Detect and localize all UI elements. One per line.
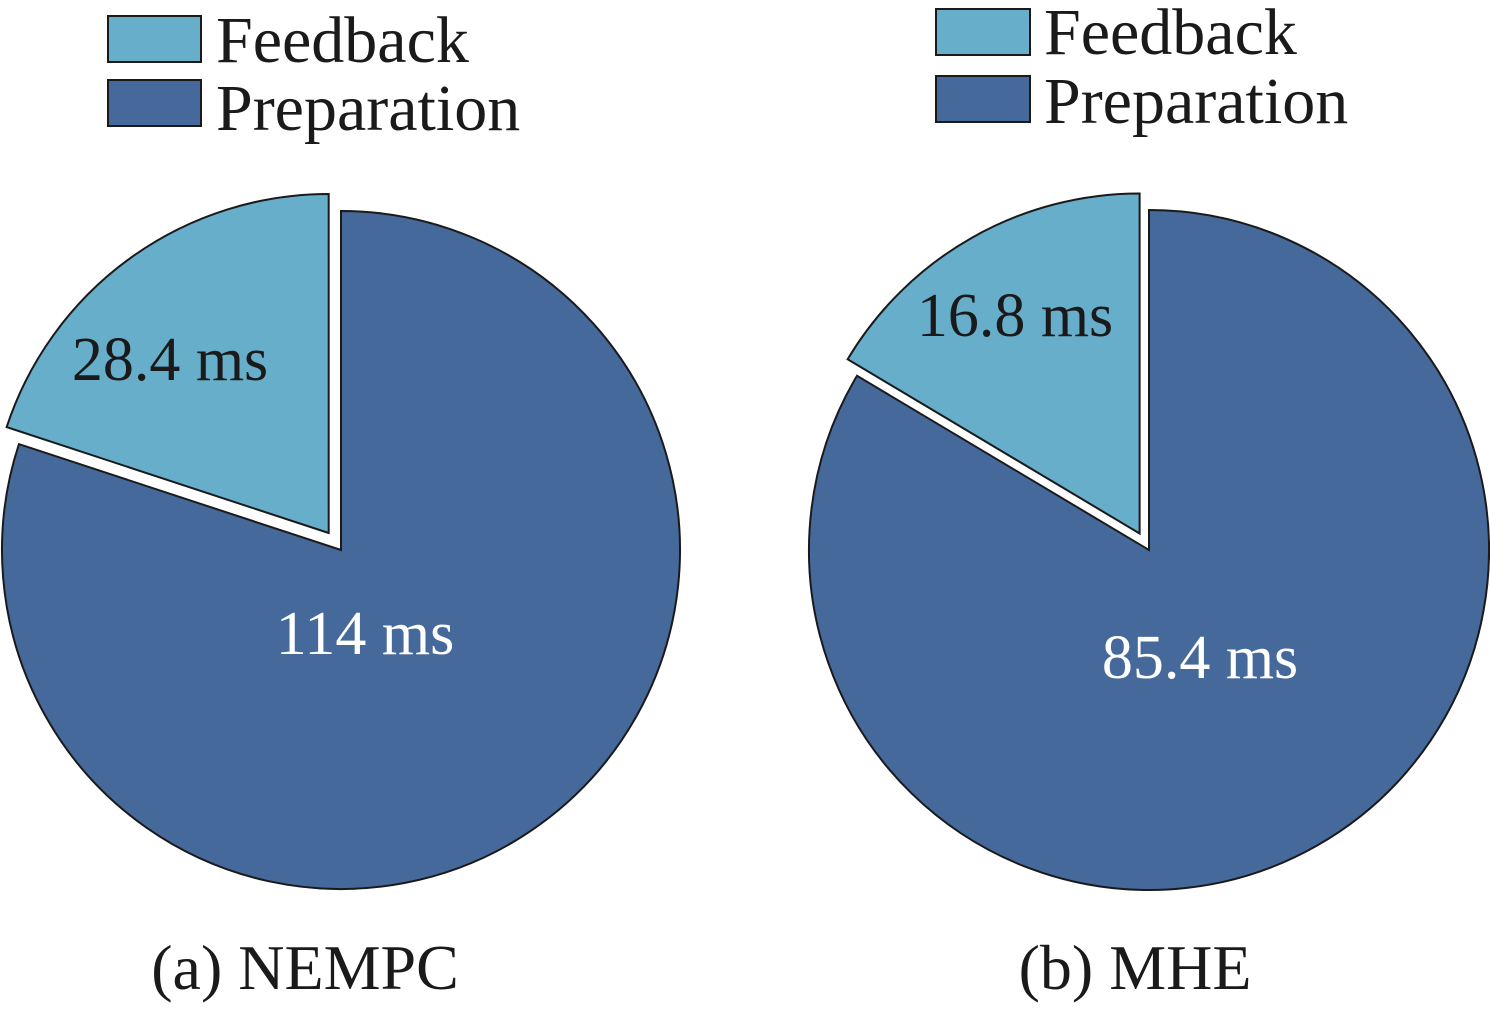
legend-a-feedback-label: Feedback (216, 4, 469, 77)
slice-label-nempc-preparation: 114 ms (276, 600, 455, 668)
pie-slice-mhe-preparation (807, 208, 1490, 891)
slice-label-mhe-preparation: 85.4 ms (1102, 624, 1298, 692)
legend-a-feedback-swatch (107, 15, 202, 63)
legend-b: Feedback Preparation (935, 0, 1348, 138)
legend-b-preparation-swatch (935, 75, 1031, 123)
pie-slice-nempc-feedback (5, 192, 330, 535)
legend-b-feedback-swatch (935, 8, 1031, 56)
slice-label-mhe-feedback: 16.8 ms (917, 282, 1113, 350)
pie-slice-nempc-preparation (0, 209, 681, 890)
pie-chart-nempc: 114 ms 28.4 ms (0, 192, 681, 890)
pie-chart-mhe: 85.4 ms 16.8 ms (807, 192, 1490, 891)
pie-slice-mhe-feedback (846, 192, 1141, 536)
slice-label-nempc-feedback: 28.4 ms (72, 326, 268, 394)
legend-a-preparation-swatch (107, 79, 202, 127)
caption-nempc: (a) NEMPC (151, 932, 459, 1003)
caption-mhe: (b) MHE (1019, 932, 1252, 1003)
legend-b-feedback-label: Feedback (1044, 0, 1297, 69)
legend-b-preparation-label: Preparation (1044, 65, 1348, 138)
legend-a: Feedback Preparation (107, 4, 520, 145)
legend-a-preparation-label: Preparation (216, 72, 520, 145)
